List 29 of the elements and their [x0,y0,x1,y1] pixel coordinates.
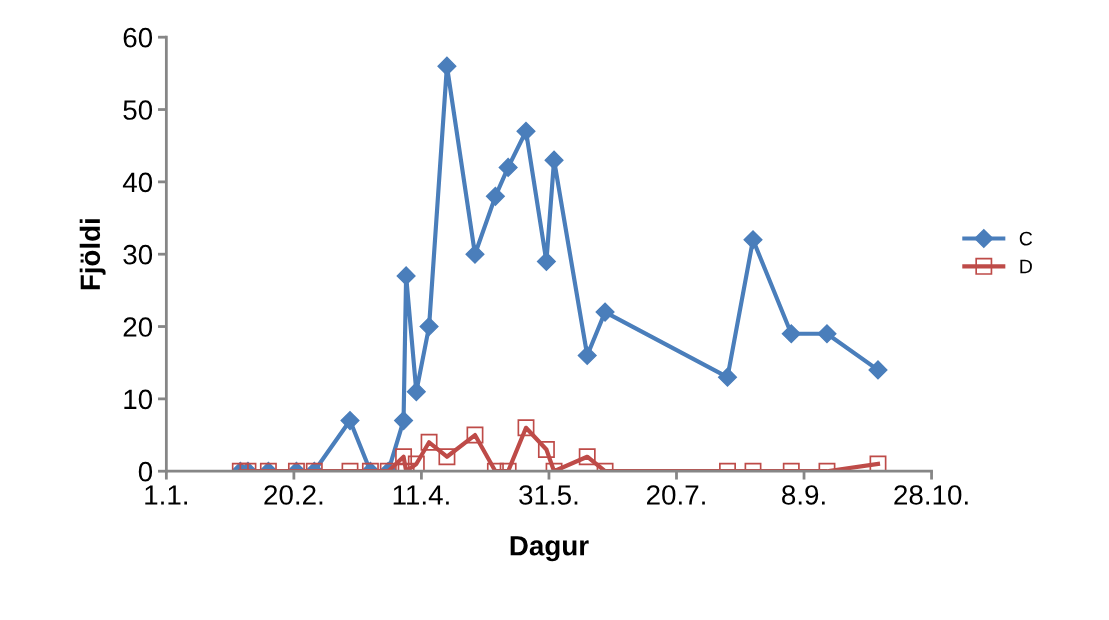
x-tick-label: 8.9. [782,485,825,505]
y-axis-title: Fjöldi [79,219,106,290]
point [781,324,801,344]
x-axis-title: Dagur [510,536,589,562]
point [498,157,518,177]
x-tick-label: 1.1. [145,485,187,505]
y-tick-label: 20 [123,317,153,337]
y-tick-label: 40 [122,172,153,193]
point [595,302,615,322]
x-tick-label: 20.2. [264,485,323,505]
legend-label: C [1019,231,1033,246]
point [396,266,416,286]
point [817,324,837,344]
x-tick-label: 11.4. [393,485,449,505]
y-tick-label: 0 [138,461,153,482]
y-tick-label: 50 [123,100,153,120]
y-tick-label: 10 [124,389,153,410]
point [536,251,556,271]
x-tick-label: 28.10. [894,485,968,505]
point [465,244,485,264]
x-tick-label: 31.5. [519,485,578,505]
point [544,150,564,170]
point [743,230,763,250]
x-tick-label: 20.7. [647,485,705,505]
y-tick-label: 60 [123,27,153,48]
point [485,186,505,206]
point [419,316,439,337]
y-tick-label: 30 [123,244,153,265]
legend-label: D [1020,259,1032,274]
